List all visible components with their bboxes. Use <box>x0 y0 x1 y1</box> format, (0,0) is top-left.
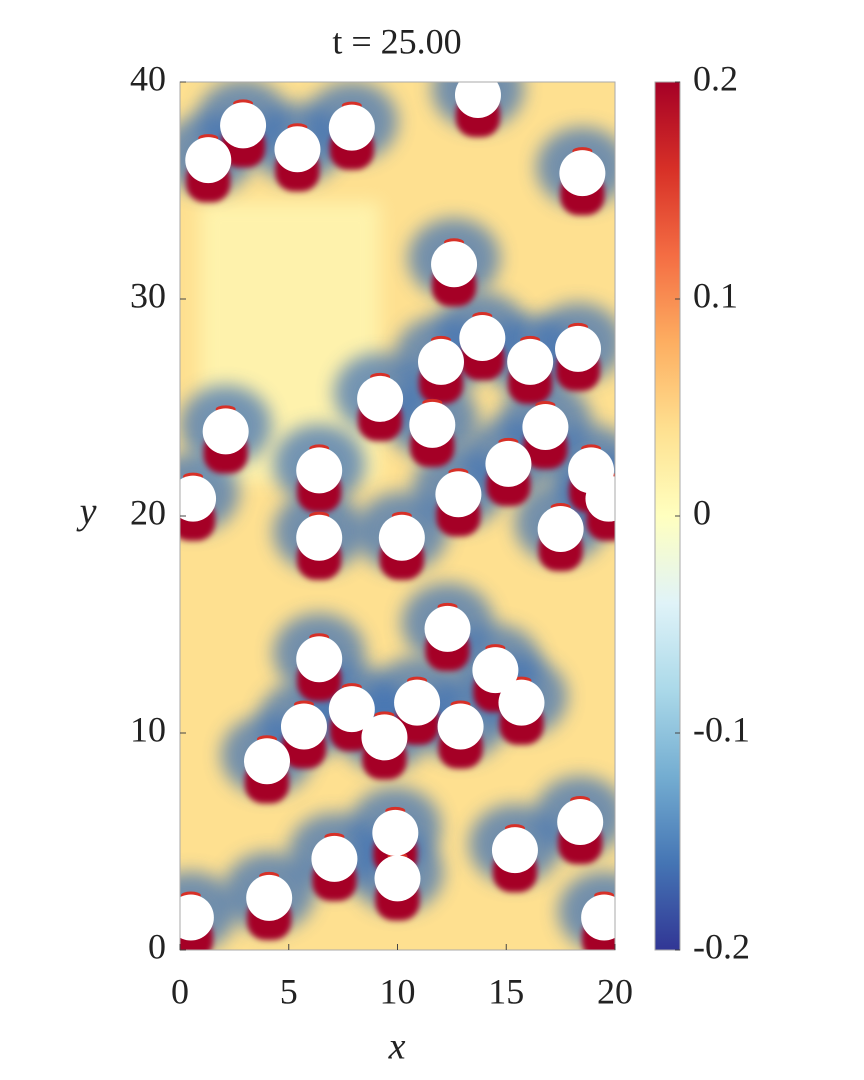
x-tick-label: 20 <box>597 971 633 1011</box>
y-tick-label: 30 <box>130 275 166 315</box>
colorbar-tick-label: -0.1 <box>693 709 750 749</box>
particle <box>220 102 267 149</box>
particle <box>296 514 343 561</box>
particle <box>374 855 421 902</box>
y-axis-label: y <box>76 491 97 533</box>
particle <box>485 440 532 487</box>
field <box>180 69 615 950</box>
particle <box>437 703 484 750</box>
colorbar-tick-label: 0.2 <box>693 58 738 98</box>
particle <box>507 338 554 385</box>
x-tick-label: 0 <box>171 971 189 1011</box>
particle <box>491 827 538 874</box>
particle <box>435 471 482 518</box>
x-tick-label: 10 <box>380 971 416 1011</box>
particle <box>498 679 545 726</box>
particle <box>185 137 232 184</box>
particle <box>424 605 471 652</box>
colorbar-tick-label: 0 <box>693 492 711 532</box>
particle <box>328 686 375 733</box>
y-tick-label: 0 <box>148 926 166 966</box>
particle <box>244 738 290 785</box>
colorbar-tick-label: -0.2 <box>693 926 750 966</box>
particle <box>555 325 602 372</box>
particle <box>454 82 501 119</box>
y-tick-label: 20 <box>130 492 166 532</box>
particle <box>522 404 569 451</box>
particle <box>311 835 358 882</box>
wake-tip <box>468 69 488 77</box>
particle <box>459 315 506 362</box>
particle <box>296 447 343 494</box>
particle <box>180 894 214 941</box>
particle <box>581 894 615 941</box>
particle <box>585 475 615 522</box>
y-tick-label: 10 <box>130 709 166 749</box>
x-tick-label: 5 <box>280 971 298 1011</box>
particle <box>431 241 478 288</box>
chart-title: t = 25.00 <box>332 21 461 61</box>
particle <box>328 104 375 151</box>
particle <box>296 636 343 683</box>
particle <box>202 408 249 455</box>
particle <box>557 798 604 845</box>
particle <box>246 874 293 921</box>
particle <box>357 375 404 422</box>
particle <box>180 475 217 522</box>
particle <box>361 714 408 761</box>
x-axis-label: x <box>388 1026 406 1068</box>
particle <box>409 401 456 448</box>
y-tick-label: 40 <box>130 58 166 98</box>
x-tick-label: 15 <box>488 971 524 1011</box>
particle <box>418 338 464 385</box>
particle <box>274 126 321 173</box>
particle <box>472 647 519 694</box>
particle <box>537 506 584 553</box>
particle <box>559 150 606 197</box>
particle <box>372 809 419 856</box>
particle <box>378 514 425 561</box>
particle <box>394 679 441 726</box>
particle <box>280 703 327 750</box>
colorbar-tick-label: 0.1 <box>693 275 738 315</box>
